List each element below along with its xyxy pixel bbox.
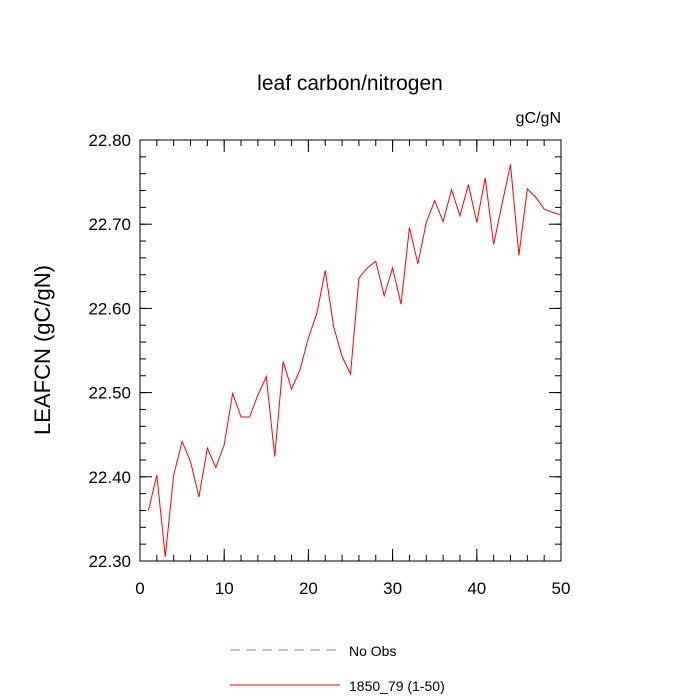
plot-frame (139, 139, 562, 562)
x-tick-labels: 0 10 20 30 40 50 (135, 579, 570, 598)
legend: No Obs 1850_79 (1-50) (230, 643, 445, 694)
chart-title: leaf carbon/nitrogen (257, 72, 443, 95)
series-line-1850-79 (147, 164, 562, 557)
y-tick-label: 22.80 (88, 131, 131, 150)
units-label: gC/gN (516, 110, 561, 127)
y-tick-label: 22.70 (88, 215, 131, 234)
x-tick-label: 20 (299, 579, 318, 598)
y-axis-label: LEAFCN (gC/gN) (30, 265, 55, 435)
axis-ticks (139, 139, 562, 562)
x-tick-label: 40 (467, 579, 486, 598)
x-tick-label: 30 (383, 579, 402, 598)
y-tick-label: 22.30 (88, 552, 131, 571)
y-tick-labels: 22.30 22.40 22.50 22.60 22.70 22.80 (88, 131, 131, 571)
y-tick-label: 22.60 (88, 299, 131, 318)
legend-label-no-obs: No Obs (349, 643, 396, 659)
series-group (147, 164, 562, 557)
y-tick-label: 22.40 (88, 468, 131, 487)
x-tick-label: 50 (552, 579, 571, 598)
legend-label-1850-79: 1850_79 (1-50) (349, 678, 445, 694)
x-tick-label: 0 (135, 579, 144, 598)
x-tick-label: 10 (215, 579, 234, 598)
y-tick-label: 22.50 (88, 384, 131, 403)
